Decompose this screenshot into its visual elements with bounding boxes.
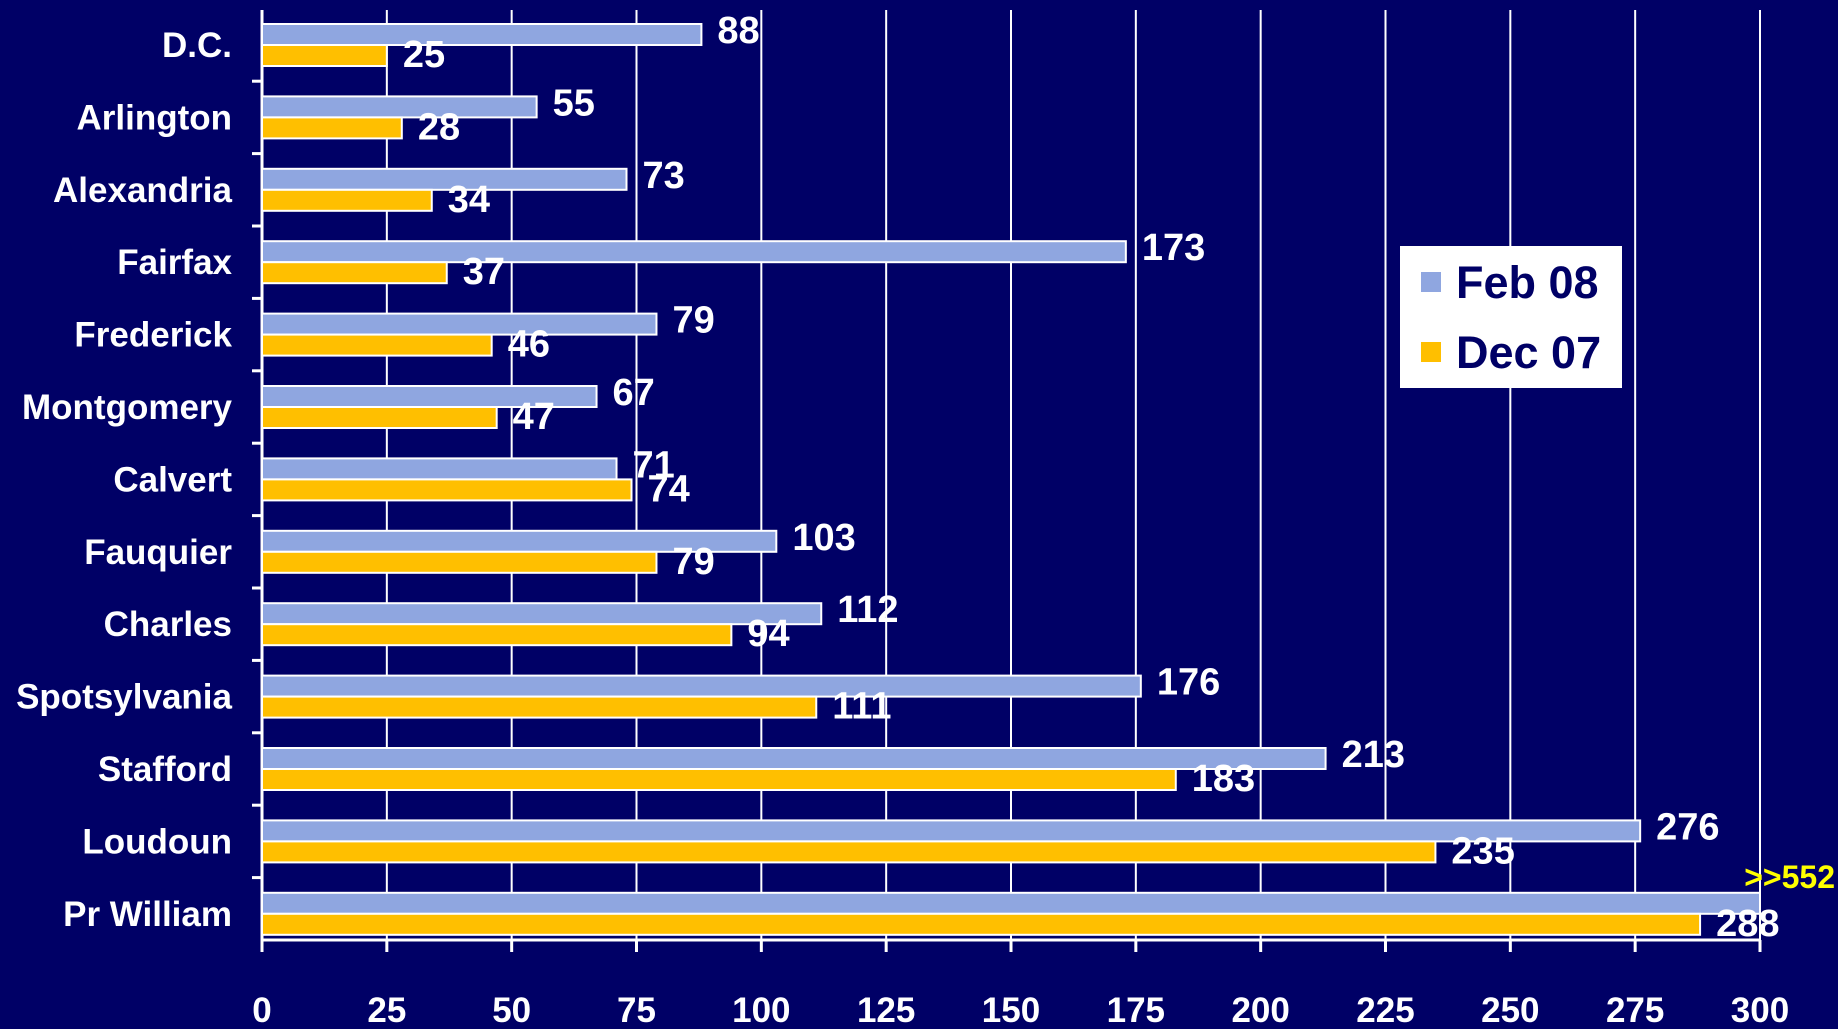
- data-label: 276: [1656, 806, 1719, 848]
- bar-feb-08: [261, 819, 1642, 843]
- data-label: 73: [643, 155, 685, 197]
- category-label: Pr William: [63, 895, 232, 934]
- x-tick-label: 125: [857, 991, 915, 1029]
- data-label: 28: [418, 106, 460, 148]
- bar-feb-08: [261, 95, 538, 119]
- x-tick-label: 50: [492, 991, 531, 1029]
- data-label: 288: [1716, 903, 1779, 945]
- bar-dec-07: [261, 550, 658, 574]
- data-label: 79: [672, 541, 714, 583]
- data-label: 183: [1192, 758, 1255, 800]
- bar-dec-07: [261, 116, 403, 140]
- bar-feb-08: [261, 312, 658, 336]
- x-tick-label: 175: [1107, 991, 1165, 1029]
- bar-feb-08: [261, 457, 618, 481]
- bar-dec-07: [261, 44, 388, 67]
- data-label: 74: [648, 468, 690, 510]
- bar-dec-07: [261, 333, 493, 357]
- bar-dec-07: [261, 261, 448, 285]
- data-label: 235: [1451, 830, 1514, 872]
- data-label: 112: [837, 589, 898, 631]
- category-label: Loudoun: [82, 822, 232, 861]
- x-tick-label: 225: [1356, 991, 1414, 1029]
- category-label: Fairfax: [117, 243, 232, 282]
- data-label: 55: [553, 82, 595, 124]
- bar-dec-07: [261, 623, 733, 647]
- bar-feb-08: [261, 747, 1327, 770]
- category-label: Montgomery: [22, 388, 233, 427]
- data-label: 47: [513, 396, 555, 438]
- category-label: Calvert: [113, 460, 232, 499]
- bar-feb-08: [261, 167, 628, 191]
- x-tick-label: 250: [1481, 991, 1539, 1029]
- category-label: Arlington: [76, 98, 232, 137]
- x-tick-label: 150: [982, 991, 1040, 1029]
- category-label: Charles: [104, 605, 232, 644]
- data-label: 213: [1342, 734, 1405, 776]
- bar-feb-08: [261, 23, 703, 46]
- data-label: 88: [717, 10, 759, 52]
- data-label: 94: [747, 613, 789, 655]
- legend-swatch: [1421, 342, 1441, 362]
- bar-dec-07: [261, 478, 633, 502]
- bar-feb-08: [261, 602, 823, 626]
- bar-dec-07: [261, 188, 433, 212]
- data-label: 37: [463, 251, 505, 293]
- bar-dec-07: [261, 695, 818, 719]
- x-tick-label: 200: [1231, 991, 1289, 1029]
- category-label: Stafford: [98, 750, 232, 789]
- bar-dec-07: [261, 840, 1437, 864]
- x-tick-label: 0: [252, 991, 271, 1029]
- x-tick-label: 25: [367, 991, 406, 1029]
- category-label: Spotsylvania: [16, 678, 232, 717]
- category-label: D.C.: [162, 26, 232, 65]
- x-tick-label: 100: [732, 991, 790, 1029]
- bar-dec-07: [261, 912, 1702, 936]
- legend-entry: Dec 07: [1456, 327, 1601, 378]
- x-tick-label: 75: [617, 991, 656, 1029]
- data-label: 25: [403, 34, 445, 76]
- data-label: 103: [792, 517, 855, 559]
- data-label-annotation: >>552: [1744, 859, 1835, 895]
- data-label: 34: [448, 179, 490, 221]
- data-label: 79: [672, 300, 714, 342]
- data-label: 173: [1142, 227, 1205, 269]
- bar-feb-08: [261, 674, 1142, 698]
- data-label: 71: [633, 444, 675, 486]
- category-label: Frederick: [74, 316, 232, 355]
- bar-feb-08: [261, 891, 1761, 915]
- legend-swatch: [1421, 272, 1441, 292]
- data-label: 111: [832, 686, 891, 728]
- data-label: 67: [613, 372, 655, 414]
- data-label: 176: [1157, 662, 1220, 704]
- bar-feb-08: [261, 240, 1127, 264]
- bar-dec-07: [261, 406, 498, 429]
- category-label: Alexandria: [53, 171, 232, 210]
- x-tick-label: 300: [1731, 991, 1789, 1029]
- x-tick-label: 275: [1606, 991, 1664, 1029]
- legend-entry: Feb 08: [1456, 257, 1599, 308]
- data-label: 46: [508, 324, 550, 366]
- category-label: Fauquier: [84, 533, 232, 572]
- bar-dec-07: [261, 768, 1177, 791]
- legend-box: [1400, 246, 1622, 388]
